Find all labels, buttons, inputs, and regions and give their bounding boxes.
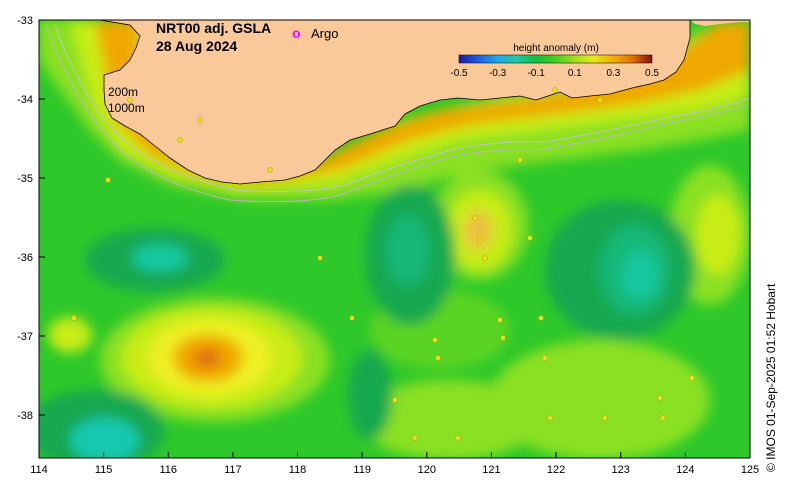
map-title-line2: 28 Aug 2024 xyxy=(156,38,237,54)
map-title-line1: NRT00 adj. GSLA xyxy=(156,20,271,36)
argo-floats xyxy=(71,87,695,458)
x-tick-label: 117 xyxy=(224,464,242,476)
colorbar-tick-label: 0.1 xyxy=(568,68,582,79)
warm-region-south xyxy=(360,380,540,458)
y-tick-label: -35 xyxy=(17,173,33,185)
argo-float-marker xyxy=(497,317,503,323)
contour-200m-line xyxy=(54,24,750,193)
argo-float-marker xyxy=(349,315,355,321)
cool-patch-south xyxy=(348,350,392,440)
y-tick-label: -34 xyxy=(17,94,33,106)
argo-float-marker xyxy=(660,415,666,421)
colorbar-ramp xyxy=(458,54,653,64)
argo-float-marker xyxy=(71,315,77,321)
x-tick-label: 121 xyxy=(482,464,500,476)
argo-float-marker xyxy=(527,235,533,241)
argo-float-marker xyxy=(105,177,111,183)
argo-float-marker xyxy=(317,255,323,261)
argo-float-marker xyxy=(177,137,183,143)
argo-float-marker xyxy=(412,435,418,441)
y-tick-label: -37 xyxy=(17,331,33,343)
x-tick-label: 125 xyxy=(741,464,759,476)
argo-float-marker xyxy=(432,337,438,343)
argo-float-marker xyxy=(477,237,483,243)
cool-eddy-central-core xyxy=(386,215,430,285)
argo-legend-label: Argo xyxy=(311,26,338,41)
argo-float-marker xyxy=(435,355,441,361)
y-axis: -33 -34 -35 -36 -37 -38 xyxy=(17,15,45,422)
argo-legend-symbol: o xyxy=(292,25,301,41)
argo-float-marker xyxy=(482,255,488,261)
argo-float-marker xyxy=(552,87,558,93)
contour-200m-label: 200m xyxy=(108,85,138,99)
x-tick-label: 115 xyxy=(95,464,113,476)
argo-float-marker xyxy=(547,415,553,421)
colorbar-tick-label: -0.3 xyxy=(489,68,507,79)
x-tick-label: 123 xyxy=(612,464,630,476)
x-tick-label: 118 xyxy=(289,464,307,476)
warm-patch-west xyxy=(48,317,92,353)
warm-eddy-peak xyxy=(193,348,221,368)
argo-float-marker xyxy=(657,395,663,401)
argo-float-marker xyxy=(538,315,544,321)
x-tick-label: 116 xyxy=(159,464,177,476)
x-axis: 114 115 116 117 118 119 120 121 122 123 124 125 xyxy=(30,452,759,476)
x-tick-label: 119 xyxy=(353,464,371,476)
colorbar-tick-label: 0.5 xyxy=(645,68,659,79)
x-tick-label: 120 xyxy=(418,464,436,476)
colorbar-tick-label: -0.1 xyxy=(528,68,546,79)
warm-region-southeast xyxy=(490,340,710,458)
credit-text: © IMOS 01-Sep-2025 01:52 Hobart xyxy=(764,283,778,472)
argo-float-marker xyxy=(472,215,478,221)
contour-1000m-label: 1000m xyxy=(108,101,145,115)
colorbar-title: height anomaly (m) xyxy=(513,43,599,54)
argo-float-marker xyxy=(517,157,523,163)
coastal-band-orange xyxy=(95,20,750,185)
argo-float-marker xyxy=(197,117,203,123)
argo-float-marker xyxy=(267,167,273,173)
contour-1000m-line xyxy=(44,24,750,203)
plot-frame xyxy=(38,19,751,459)
x-tick-label: 124 xyxy=(676,464,694,476)
cool-eddy-west-core xyxy=(132,244,188,272)
colorbar-tick-label: -0.5 xyxy=(450,68,468,79)
x-tick-label: 122 xyxy=(547,464,565,476)
argo-float-marker xyxy=(392,397,398,403)
sea-level-anomaly-field xyxy=(39,20,750,458)
warm-eddy-2-core xyxy=(464,210,492,250)
y-tick-label: -33 xyxy=(17,15,33,27)
argo-float-marker xyxy=(689,375,695,381)
argo-float-marker xyxy=(542,355,548,361)
colorbar-tick-label: 0.3 xyxy=(606,68,620,79)
cool-eddy-east-core xyxy=(622,251,658,299)
warm-eddy-3-inner xyxy=(696,195,740,275)
y-tick-label: -36 xyxy=(17,252,33,264)
argo-float-marker xyxy=(602,415,608,421)
argo-float-marker xyxy=(500,335,506,341)
argo-float-marker xyxy=(455,435,461,441)
colorbar-ticks: -0.5 -0.3 -0.1 0.1 0.3 0.5 xyxy=(450,68,659,79)
argo-float-marker xyxy=(127,97,133,103)
cool-eddy-southwest-core xyxy=(70,418,140,458)
landmass-northeast xyxy=(690,20,750,26)
y-tick-label: -38 xyxy=(17,410,33,422)
argo-float-marker xyxy=(597,97,603,103)
x-tick-label: 114 xyxy=(30,464,48,476)
